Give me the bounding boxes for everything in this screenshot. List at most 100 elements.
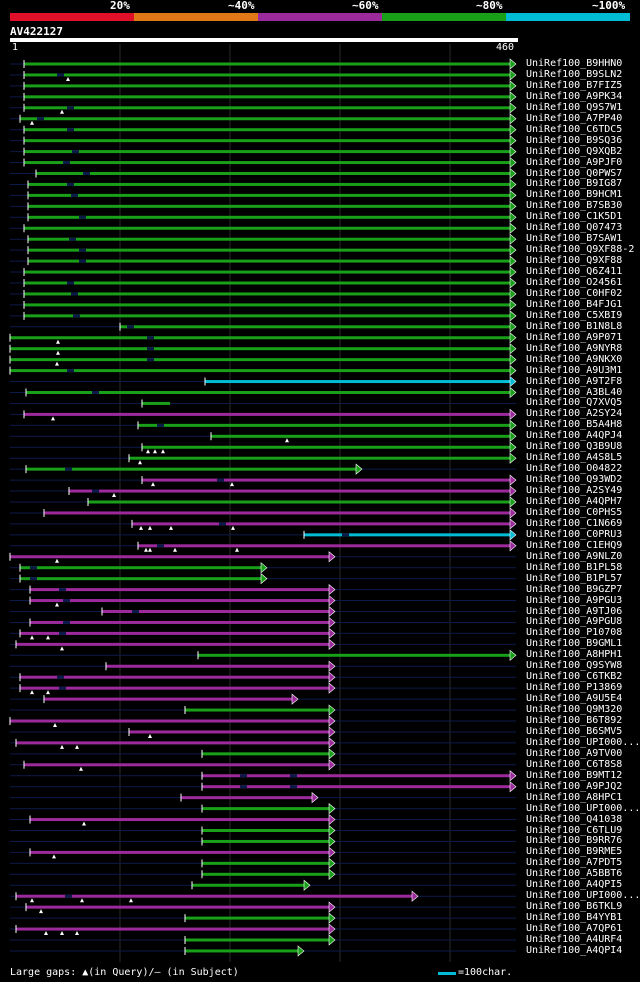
hit-label[interactable]: UniRef100_Q9S7W1	[526, 101, 623, 113]
hit-label[interactable]: UniRef100_P10708	[526, 627, 623, 639]
hit-label[interactable]: UniRef100_B9HHN0	[526, 58, 623, 69]
hit-bar[interactable]	[24, 314, 512, 318]
hit-bar[interactable]	[24, 226, 512, 230]
hit-label[interactable]: UniRef100_A4URF4	[526, 934, 623, 945]
hit-label[interactable]: UniRef100_A7QP61	[526, 923, 623, 935]
hit-label[interactable]: UniRef100_B9SLN2	[526, 68, 623, 80]
hit-bar[interactable]	[205, 380, 512, 384]
hit-label[interactable]: UniRef100_B9SQ36	[526, 134, 623, 146]
hit-label[interactable]: UniRef100_Q0PWS7	[526, 167, 623, 179]
hit-bar[interactable]	[28, 237, 512, 241]
hit-bar[interactable]	[24, 161, 512, 165]
hit-label[interactable]: UniRef100_C1N669	[526, 517, 623, 529]
hit-bar[interactable]	[24, 62, 512, 66]
hit-bar[interactable]	[142, 445, 512, 449]
hit-bar[interactable]	[211, 434, 512, 438]
hit-label[interactable]: UniRef100_C1EHQ9	[526, 539, 623, 551]
hit-label[interactable]: UniRef100_Q07473	[526, 222, 623, 234]
hit-label[interactable]: UniRef100_A2SY49	[526, 485, 623, 497]
hit-bar[interactable]	[24, 95, 512, 99]
hit-bar[interactable]	[24, 281, 512, 285]
hit-label[interactable]: UniRef100_Q9XF88	[526, 255, 623, 267]
hit-bar[interactable]	[24, 292, 512, 296]
hit-label[interactable]: UniRef100_A4S8L5	[526, 452, 623, 464]
hit-label[interactable]: UniRef100_A9P071	[526, 331, 623, 343]
hit-label[interactable]: UniRef100_A9PGU8	[526, 616, 623, 628]
hit-label[interactable]: UniRef100_B7FIZ5	[526, 79, 623, 91]
hit-bar[interactable]	[185, 949, 300, 953]
hit-label[interactable]: UniRef100_B9MT12	[526, 769, 623, 781]
hit-label[interactable]: UniRef100_A4QPH7	[526, 496, 623, 507]
hit-bar[interactable]	[202, 839, 331, 843]
hit-label[interactable]: UniRef100_A9PJQ2	[526, 780, 623, 792]
hit-bar[interactable]	[129, 730, 331, 734]
hit-bar[interactable]	[16, 741, 331, 745]
hit-bar[interactable]	[28, 215, 512, 219]
hit-bar[interactable]	[10, 719, 331, 723]
hit-bar[interactable]	[198, 653, 512, 657]
hit-label[interactable]: UniRef100_Q9SYW8	[526, 660, 623, 672]
hit-label[interactable]: UniRef100_B4YYB1	[526, 912, 623, 924]
hit-label[interactable]: UniRef100_Q6Z411	[526, 266, 623, 278]
hit-label[interactable]: UniRef100_C0HF02	[526, 287, 623, 299]
hit-bar[interactable]	[30, 818, 331, 822]
hit-bar[interactable]	[20, 675, 331, 679]
hit-label[interactable]: UniRef100_C5XBI9	[526, 309, 623, 321]
hit-bar[interactable]	[26, 391, 512, 394]
hit-label[interactable]: UniRef100_A4QPI5	[526, 879, 623, 891]
hit-bar[interactable]	[132, 522, 512, 526]
hit-label[interactable]: UniRef100_A9NKX0	[526, 353, 623, 365]
hit-bar[interactable]	[26, 467, 358, 471]
hit-bar[interactable]	[10, 358, 512, 362]
hit-label[interactable]: UniRef100_B4FJG1	[526, 298, 623, 310]
hit-bar[interactable]	[26, 905, 331, 909]
hit-bar[interactable]	[28, 204, 512, 208]
hit-bar[interactable]	[28, 193, 512, 197]
hit-label[interactable]: UniRef100_A3BL40	[526, 386, 623, 398]
hit-bar[interactable]	[30, 620, 331, 624]
hit-bar[interactable]	[138, 423, 512, 427]
hit-label[interactable]: UniRef100_A9PJF0	[526, 156, 623, 168]
hit-label[interactable]: UniRef100_C6TDC5	[526, 123, 623, 135]
hit-label[interactable]: UniRef100_C1K5D1	[526, 211, 623, 223]
hit-bar[interactable]	[20, 117, 512, 121]
hit-label[interactable]: UniRef100_Q7XVQ5	[526, 397, 623, 409]
hit-label[interactable]: UniRef100_P13869	[526, 682, 623, 694]
hit-bar[interactable]	[10, 336, 512, 340]
hit-label[interactable]: UniRef100_UPI000...	[526, 802, 640, 814]
hit-bar[interactable]	[24, 128, 512, 132]
hit-label[interactable]: UniRef100_B7SAW1	[526, 233, 623, 245]
hit-bar[interactable]	[181, 796, 314, 800]
hit-label[interactable]: UniRef100_B9HCM1	[526, 189, 623, 201]
hit-label[interactable]: UniRef100_C0PHS5	[526, 506, 623, 518]
hit-bar[interactable]	[44, 697, 294, 701]
hit-label[interactable]: UniRef100_A7PDT5	[526, 857, 623, 869]
hit-bar[interactable]	[102, 610, 331, 613]
hit-label[interactable]: UniRef100_UPI000...	[526, 736, 640, 748]
hit-label[interactable]: UniRef100_C0PRU3	[526, 528, 623, 540]
hit-label[interactable]: UniRef100_A2SY24	[526, 408, 623, 420]
hit-label[interactable]: UniRef100_B1N8L8	[526, 320, 623, 332]
hit-bar[interactable]	[36, 172, 512, 175]
hit-bar[interactable]	[16, 642, 331, 646]
hit-label[interactable]: UniRef100_B1PL57	[526, 572, 623, 584]
hit-bar[interactable]	[20, 566, 263, 570]
hit-bar[interactable]	[202, 872, 331, 876]
hit-label[interactable]: UniRef100_A9U5E4	[526, 693, 623, 705]
hit-label[interactable]: UniRef100_A8HPH1	[526, 649, 623, 661]
hit-label[interactable]: UniRef100_Q9XQB2	[526, 145, 623, 157]
hit-label[interactable]: UniRef100_C6TKB2	[526, 671, 623, 683]
hit-bar[interactable]	[202, 752, 331, 756]
hit-bar[interactable]	[30, 588, 331, 592]
hit-label[interactable]: UniRef100_A9PGU3	[526, 594, 623, 606]
hit-label[interactable]: UniRef100_UPI000...	[526, 890, 640, 902]
hit-bar[interactable]	[202, 829, 331, 832]
hit-bar[interactable]	[88, 500, 512, 504]
hit-bar[interactable]	[30, 850, 331, 854]
hit-label[interactable]: UniRef100_O24561	[526, 277, 623, 288]
hit-label[interactable]: UniRef100_C6T8S8	[526, 758, 623, 770]
hit-bar[interactable]	[10, 347, 512, 351]
hit-bar[interactable]	[185, 916, 331, 920]
hit-bar[interactable]	[24, 106, 512, 110]
hit-label[interactable]: UniRef100_A9TJ06	[526, 605, 623, 617]
